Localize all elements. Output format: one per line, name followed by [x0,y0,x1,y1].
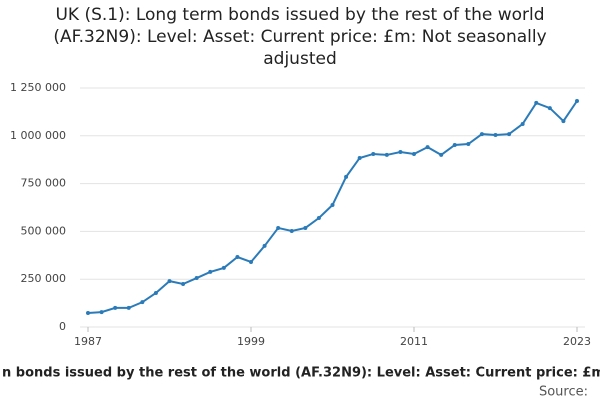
x-tick-label: 1987 [74,335,102,348]
point [235,255,240,260]
point [181,281,186,286]
point [221,265,226,270]
point [507,132,512,137]
point [439,152,444,157]
point [520,121,525,126]
point [276,225,281,230]
point [561,119,566,124]
y-tick-label: 0 [59,320,66,333]
point [167,279,172,284]
y-tick-label: 1 250 000 [10,81,66,94]
point [262,243,267,248]
chart-title: UK (S.1): Long term bonds issued by the … [53,5,547,69]
point [371,151,376,156]
y-tick-label: 750 000 [21,177,67,190]
point [479,132,484,137]
point [466,142,471,147]
point [534,100,539,105]
point [86,311,90,316]
x-tick-label: 2011 [400,335,428,348]
y-tick-label: 500 000 [21,224,67,237]
point [208,269,213,274]
x-tick-label: 2023 [563,335,591,348]
y-tick-label: 1 000 000 [10,129,66,142]
point [113,305,118,310]
point [140,300,145,305]
point [575,99,579,104]
caption: n bonds issued by the rest of the world … [2,366,600,381]
y-tick-label: 250 000 [21,272,67,285]
point [493,133,498,138]
point [357,155,362,160]
point [547,106,552,111]
source: Source: [539,385,588,400]
point [303,225,308,230]
point [153,290,158,295]
point [344,174,349,179]
point [452,142,457,147]
point [194,276,199,281]
series-line [87,100,578,315]
x-tick-label: 1999 [237,335,265,348]
point [330,203,335,208]
point [249,259,253,264]
point [412,151,416,156]
point [316,216,321,221]
point [126,305,131,310]
point [99,310,104,315]
point [384,152,389,157]
point [425,145,430,150]
point [398,150,403,155]
point [289,229,294,234]
